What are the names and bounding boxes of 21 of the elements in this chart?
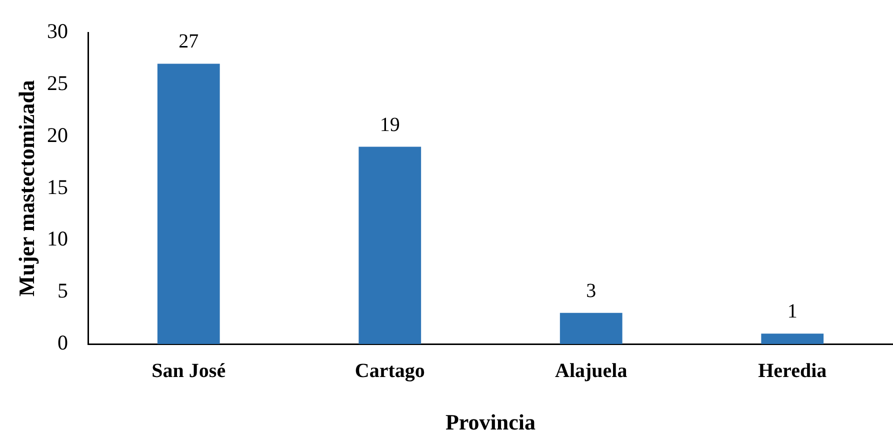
x-tick-label: Heredia [758, 360, 827, 382]
y-axis-title: Mujer mastectomizada [14, 80, 39, 297]
bar [358, 146, 422, 344]
x-axis-title: Provincia [445, 409, 536, 434]
data-label: 27 [178, 30, 199, 53]
y-tick-label: 10 [47, 226, 68, 251]
data-label: 19 [380, 114, 400, 136]
y-tick-label: 20 [47, 122, 68, 147]
x-tick-label: San José [152, 360, 226, 382]
bar [761, 334, 824, 344]
data-label: 1 [787, 300, 798, 323]
y-tick-label: 30 [47, 19, 68, 44]
data-label: 3 [586, 280, 596, 302]
y-tick-label: 15 [47, 174, 68, 199]
bar [157, 64, 220, 344]
bar [560, 312, 622, 344]
y-tick-label: 5 [58, 278, 68, 303]
y-tick-label: 25 [47, 71, 68, 96]
y-tick-label: 0 [58, 330, 68, 355]
x-tick-label: Cartago [354, 360, 425, 382]
x-tick-label: Alajuela [555, 360, 628, 382]
